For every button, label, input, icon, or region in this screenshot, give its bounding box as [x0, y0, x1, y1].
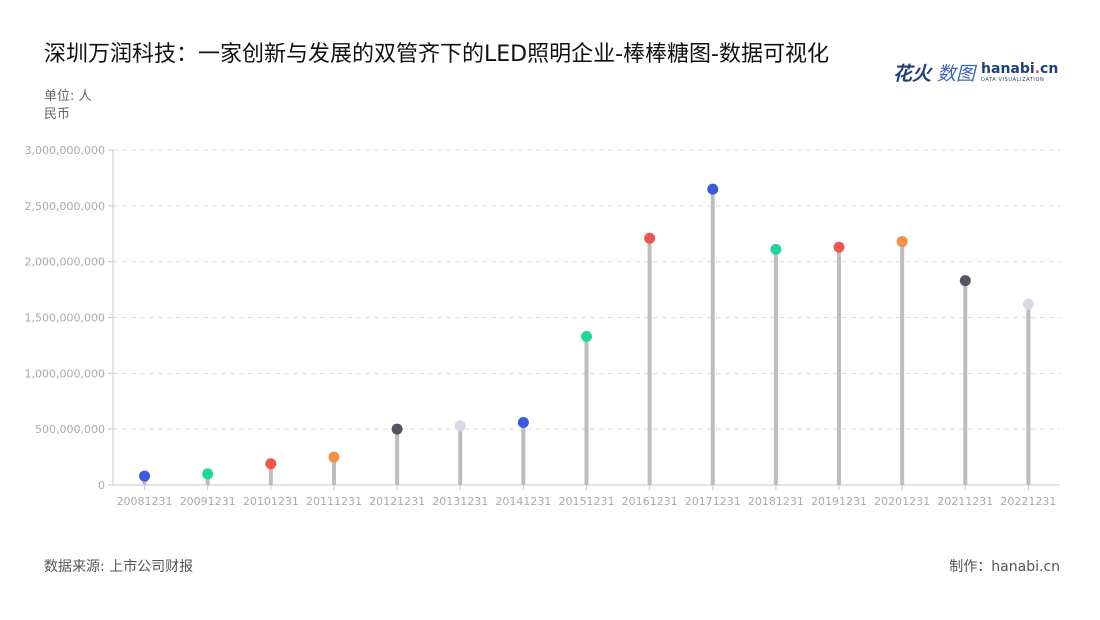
x-tick-label: 20101231: [243, 495, 299, 508]
chart-title: 深圳万润科技：一家创新与发展的双管齐下的LED照明企业-棒棒糖图-数据可视化: [44, 42, 829, 67]
y-tick-label: 1,000,000,000: [25, 367, 105, 380]
y-tick-label: 3,000,000,000: [25, 144, 105, 157]
y-tick-label: 500,000,000: [35, 423, 105, 436]
x-tick-label: 20091231: [180, 495, 236, 508]
x-tick-label: 20081231: [117, 495, 173, 508]
maker-credit: 制作：hanabi.cn: [949, 559, 1060, 575]
lollipop-dot: [328, 451, 340, 463]
lollipop-dot: [833, 241, 845, 253]
logo-en-block: hanabi.cn DATA VISUALIZATION: [981, 62, 1058, 83]
lollipop-dot: [896, 236, 908, 248]
brand-logo[interactable]: 花火 数图 hanabi.cn DATA VISUALIZATION: [893, 60, 1058, 85]
y-tick-label: 0: [98, 479, 105, 492]
logo-en-pre: hanabi: [981, 60, 1035, 77]
logo-cn-text: 花火: [893, 62, 932, 85]
data-source-note: 数据来源: 上市公司财报: [44, 559, 194, 575]
x-tick-label: 20121231: [369, 495, 425, 508]
lollipop-dot: [202, 468, 214, 480]
x-tick-label: 20211231: [937, 495, 993, 508]
x-tick-label: 20151231: [559, 495, 615, 508]
x-tick-label: 20131231: [432, 495, 488, 508]
x-tick-label: 20161231: [622, 495, 678, 508]
x-tick-label: 20221231: [1000, 495, 1056, 508]
lollipop-dot: [770, 243, 782, 255]
lollipop-dot: [959, 275, 971, 287]
logo-en-text: hanabi.cn: [981, 62, 1058, 76]
lollipop-dot: [139, 470, 151, 482]
logo-en-post: cn: [1040, 60, 1059, 77]
lollipop-dot: [265, 458, 277, 470]
lollipop-dot: [391, 423, 403, 435]
y-tick-label: 1,500,000,000: [25, 312, 105, 325]
x-tick-label: 20111231: [306, 495, 362, 508]
y-tick-label: 2,500,000,000: [25, 200, 105, 213]
x-tick-label: 20141231: [495, 495, 551, 508]
lollipop-dot: [581, 330, 592, 342]
unit-label: 单位: 人民币: [44, 89, 92, 122]
x-tick-label: 20201231: [874, 495, 930, 508]
x-tick-label: 20191231: [811, 495, 867, 508]
lollipop-dot: [644, 232, 656, 244]
logo-cn-sub-text: 数图: [937, 62, 976, 85]
logo-en-subtitle: DATA VISUALIZATION: [981, 76, 1045, 83]
x-tick-label: 20171231: [685, 495, 741, 508]
lollipop-dot: [454, 420, 466, 432]
y-tick-label: 2,000,000,000: [25, 256, 105, 269]
lollipop-dot: [517, 416, 529, 428]
x-tick-label: 20181231: [748, 495, 804, 508]
lollipop-dot: [1022, 298, 1034, 310]
logo-en-dot: .: [1034, 60, 1041, 77]
lollipop-dot: [707, 183, 719, 195]
